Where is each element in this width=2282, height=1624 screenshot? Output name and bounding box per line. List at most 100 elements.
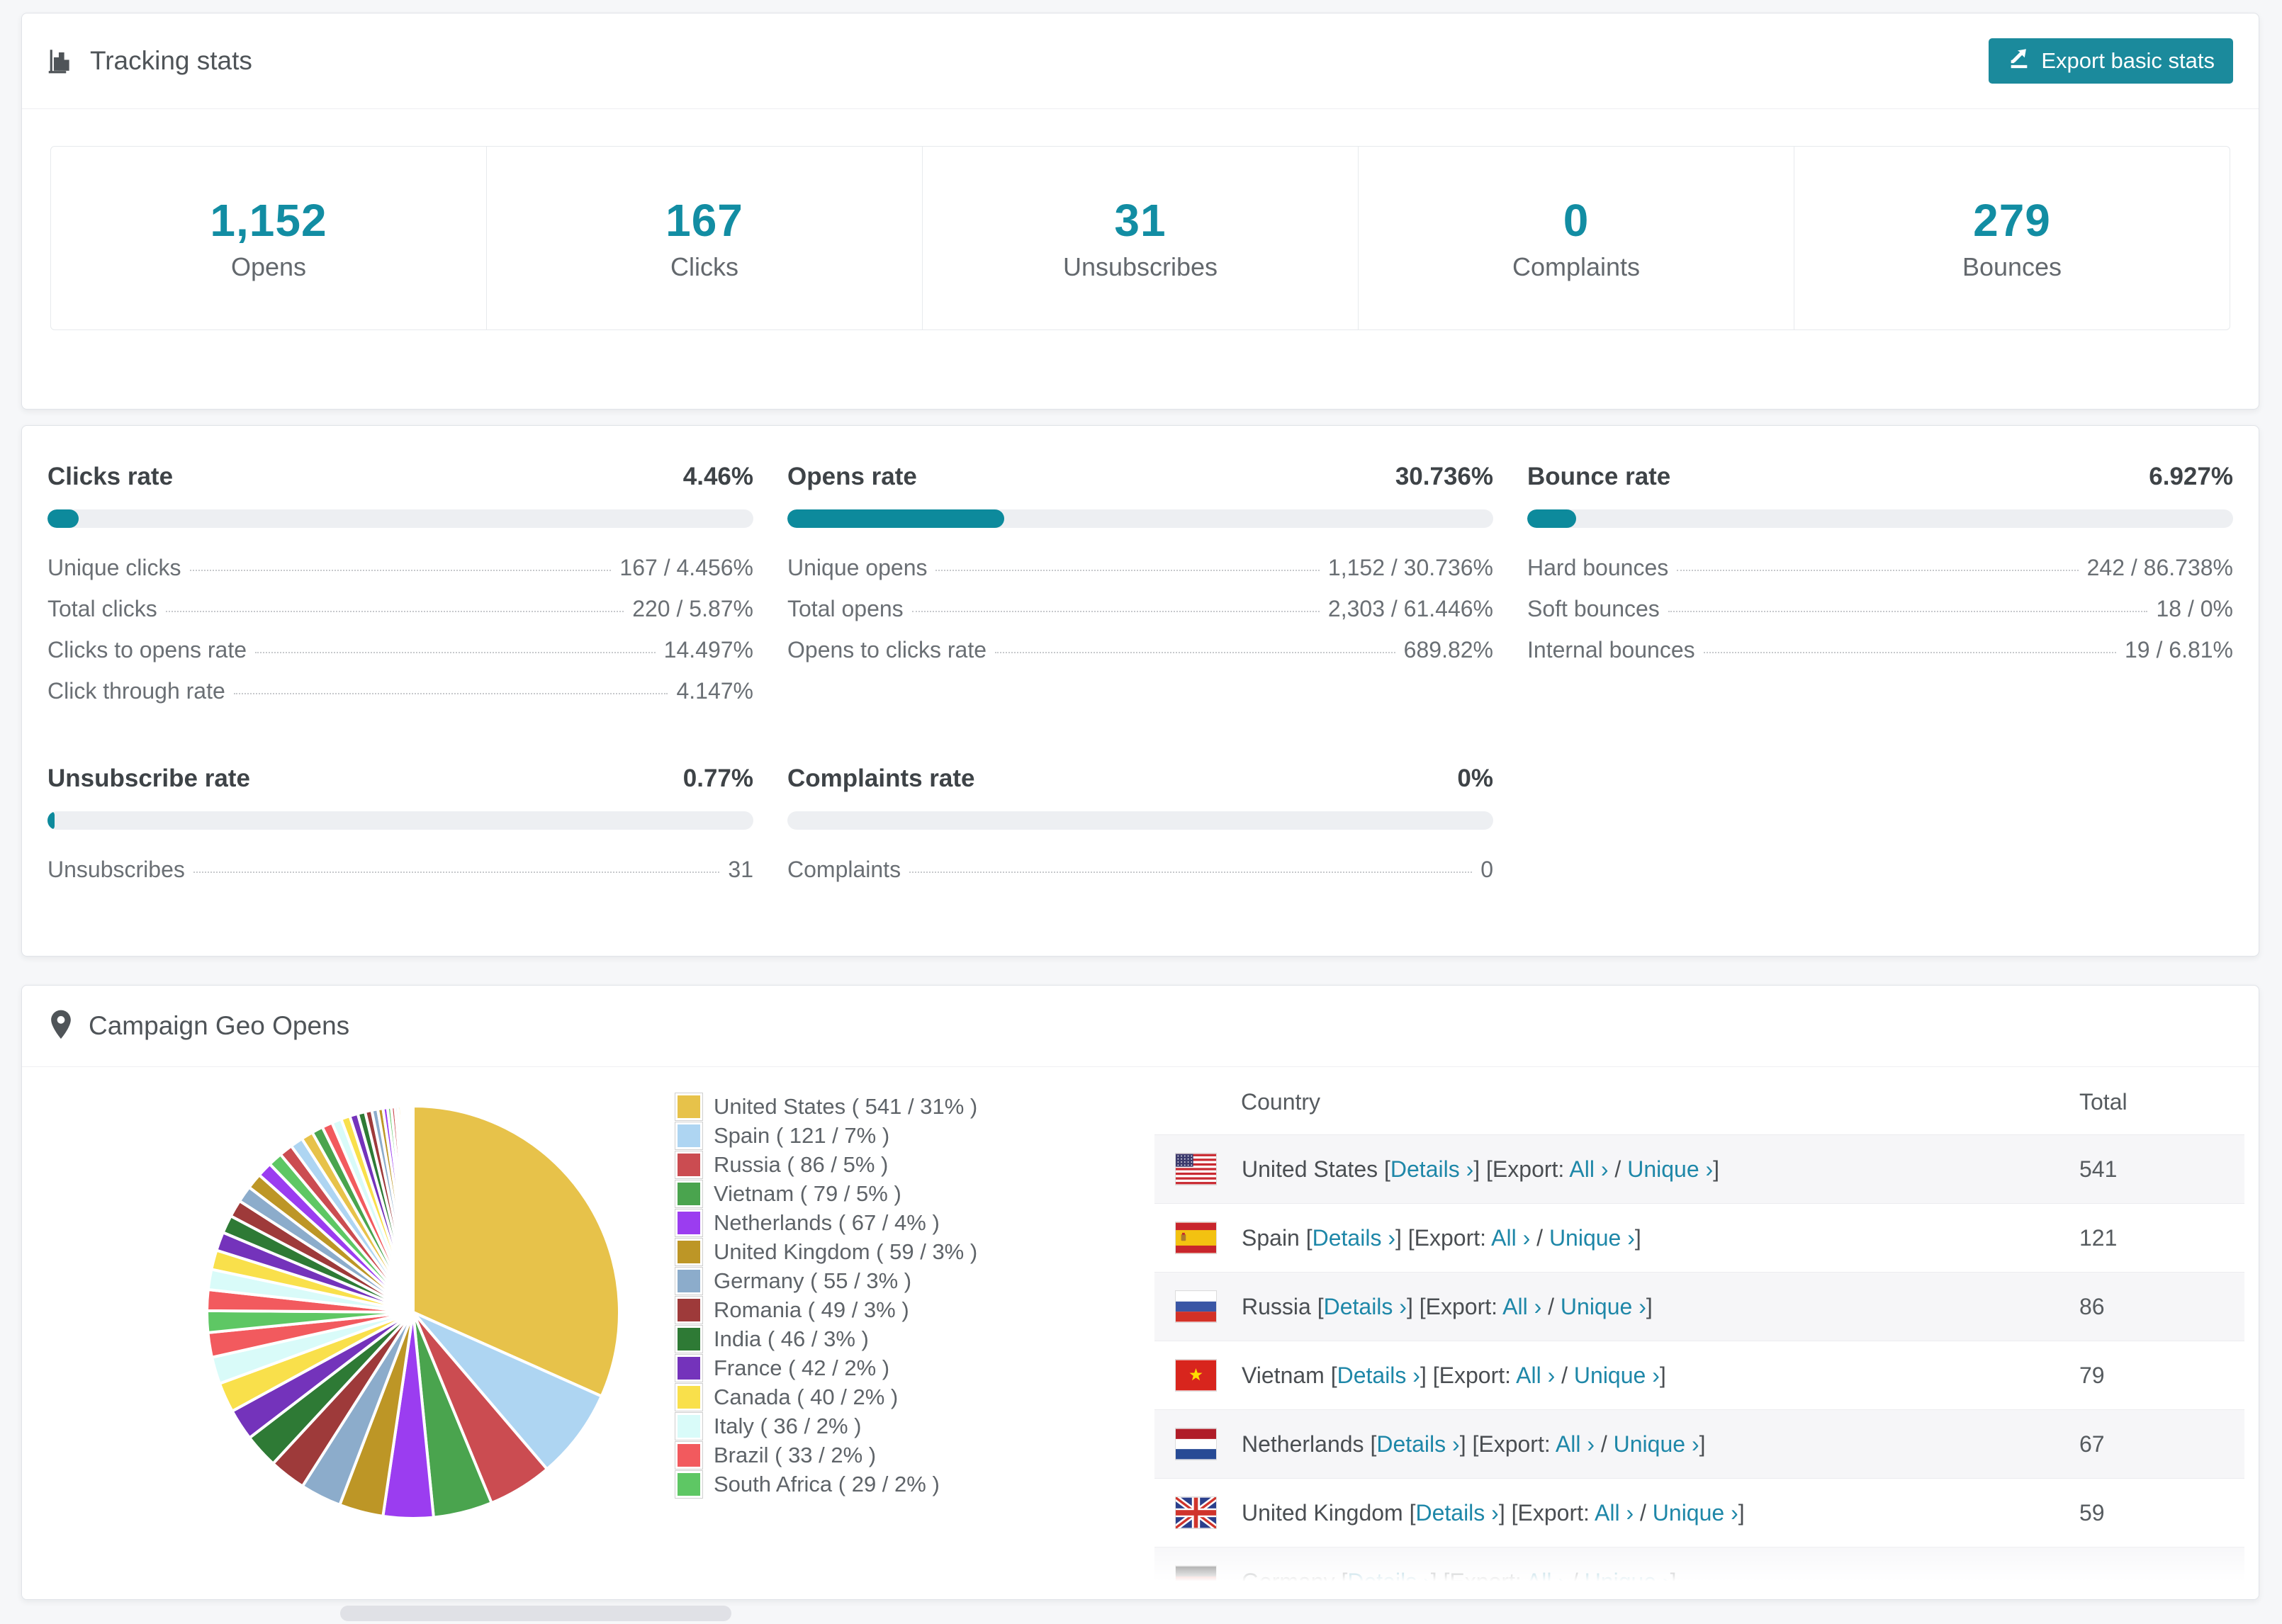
stat-label: Clicks [670,252,738,281]
stat-label: Bounces [1962,252,2062,281]
legend-swatch [675,1411,703,1440]
rate-block-complaints-rate: Complaints rate 0% Complaints 0 [787,765,1493,898]
rate-stat-value: 0 [1480,857,1493,882]
bracket: ] [1659,1362,1666,1388]
legend-item-united-kingdom[interactable]: United Kingdom ( 59 / 3% ) [675,1237,977,1266]
rate-stat-label: Unsubscribes [47,857,185,882]
horizontal-scrollbar-thumb[interactable] [340,1606,731,1621]
details-link[interactable]: Details › [1347,1568,1431,1594]
legend-label: Vietnam ( 79 / 5% ) [714,1180,901,1206]
details-link[interactable]: Details › [1337,1362,1420,1388]
rate-title: Unsubscribe rate [47,765,250,792]
flag-es-icon [1175,1222,1217,1254]
geo-country-cell: Germany [Details ›] [Export: All › / Uni… [1242,1569,1677,1595]
geo-total-value: 59 [2079,1499,2105,1526]
export-unique-link[interactable]: Unique › [1573,1362,1660,1388]
export-icon [2007,46,2031,76]
rate-stat-label: Complaints [787,857,901,882]
export-unique-link[interactable]: Unique › [1613,1431,1699,1457]
rate-stat-row: Soft bounces 18 / 0% [1527,596,2233,637]
dotted-leader [909,872,1473,873]
legend-item-south-africa[interactable]: South Africa ( 29 / 2% ) [675,1470,977,1499]
export-unique-link[interactable]: Unique › [1627,1156,1714,1182]
legend-item-canada[interactable]: Canada ( 40 / 2% ) [675,1382,977,1411]
country-name: Spain [1242,1224,1306,1251]
bracket: [ [1370,1431,1377,1457]
rate-stat-value: 18 / 0% [2156,596,2233,621]
geo-opens-legend: United States ( 541 / 31% ) Spain ( 121 /… [675,1092,977,1499]
legend-item-spain[interactable]: Spain ( 121 / 7% ) [675,1121,977,1150]
map-pin-icon [47,1009,74,1044]
export-basic-stats-button[interactable]: Export basic stats [1989,38,2233,84]
legend-item-romania[interactable]: Romania ( 49 / 3% ) [675,1295,977,1324]
legend-label: France ( 42 / 2% ) [714,1355,890,1380]
export-label: ] [Export: [1498,1499,1595,1526]
export-unique-link[interactable]: Unique › [1652,1499,1738,1526]
flag-vn-icon [1175,1359,1217,1392]
legend-swatch [675,1266,703,1295]
stat-value: 0 [1563,195,1590,246]
legend-item-united-states[interactable]: United States ( 541 / 31% ) [675,1092,977,1121]
pie-slice-spain [412,1311,604,1472]
legend-item-netherlands[interactable]: Netherlands ( 67 / 4% ) [675,1208,977,1237]
rate-stat-label: Soft bounces [1527,596,1660,621]
details-link[interactable]: Details › [1323,1293,1407,1319]
legend-item-russia[interactable]: Russia ( 86 / 5% ) [675,1150,977,1179]
column-header-total: Total [2079,1088,2128,1115]
rate-stat-value: 14.497% [663,637,753,662]
export-unique-link[interactable]: Unique › [1548,1224,1635,1251]
dotted-leader [189,570,612,571]
legend-swatch [675,1324,703,1353]
rates-grid: Clicks rate 4.46% Unique clicks 167 / 4.456… [47,463,2233,898]
export-all-link[interactable]: All › [1491,1224,1531,1251]
details-link[interactable]: Details › [1390,1156,1474,1182]
legend-item-brazil[interactable]: Brazil ( 33 / 2% ) [675,1440,977,1470]
export-unique-link[interactable]: Unique › [1584,1568,1670,1594]
rate-stat-label: Unique clicks [47,555,181,580]
legend-item-vietnam[interactable]: Vietnam ( 79 / 5% ) [675,1179,977,1208]
stat-value: 279 [1973,195,2051,246]
flag-de-icon [1175,1565,1217,1598]
rate-stat-value: 242 / 86.738% [2086,555,2233,580]
slash-separator: / [1608,1156,1628,1182]
rate-stat-row: Total opens 2,303 / 61.446% [787,596,1493,637]
legend-item-india[interactable]: India ( 46 / 3% ) [675,1324,977,1353]
export-label: ] [Export: [1420,1362,1517,1388]
legend-swatch [675,1440,703,1470]
column-header-country: Country [1241,1088,1321,1115]
geo-total-value: 79 [2079,1362,2105,1388]
export-unique-link[interactable]: Unique › [1560,1293,1646,1319]
details-link[interactable]: Details › [1415,1499,1499,1526]
rate-stat-value: 2,303 / 61.446% [1327,596,1493,621]
details-link[interactable]: Details › [1376,1431,1460,1457]
rates-card: Clicks rate 4.46% Unique clicks 167 / 4.456… [21,425,2259,957]
slash-separator: / [1555,1362,1574,1388]
bar-chart-icon [47,46,77,76]
geo-country-cell: United States [Details ›] [Export: All ›… [1242,1156,1719,1183]
legend-swatch [675,1237,703,1266]
legend-item-germany[interactable]: Germany ( 55 / 3% ) [675,1266,977,1295]
rate-title: Clicks rate [47,463,174,490]
rate-value: 0% [1457,765,1493,792]
legend-item-france[interactable]: France ( 42 / 2% ) [675,1353,977,1382]
legend-label: India ( 46 / 3% ) [714,1326,869,1351]
rate-value: 6.927% [2149,463,2233,490]
geo-table-row-ru: Russia [Details ›] [Export: All › / Uniq… [1154,1272,2244,1341]
export-all-link[interactable]: All › [1516,1362,1556,1388]
bracket: ] [1738,1499,1745,1526]
export-all-link[interactable]: All › [1555,1431,1595,1457]
stat-value: 31 [1114,195,1167,246]
export-label: ] [Export: [1406,1293,1503,1319]
export-all-link[interactable]: All › [1526,1568,1566,1594]
rate-block-clicks-rate: Clicks rate 4.46% Unique clicks 167 / 4.456… [47,463,753,719]
rate-stat-row: Clicks to opens rate 14.497% [47,637,753,678]
export-all-link[interactable]: All › [1595,1499,1634,1526]
rate-block-opens-rate: Opens rate 30.736% Unique opens 1,152 / 30.… [787,463,1493,719]
legend-item-italy[interactable]: Italy ( 36 / 2% ) [675,1411,977,1440]
geo-opens-card: Campaign Geo Opens United States ( 541 /… [21,985,2259,1600]
export-all-link[interactable]: All › [1569,1156,1609,1182]
details-link[interactable]: Details › [1312,1224,1395,1251]
dotted-leader [1703,652,2116,653]
export-all-link[interactable]: All › [1502,1293,1542,1319]
dotted-leader [193,872,720,873]
